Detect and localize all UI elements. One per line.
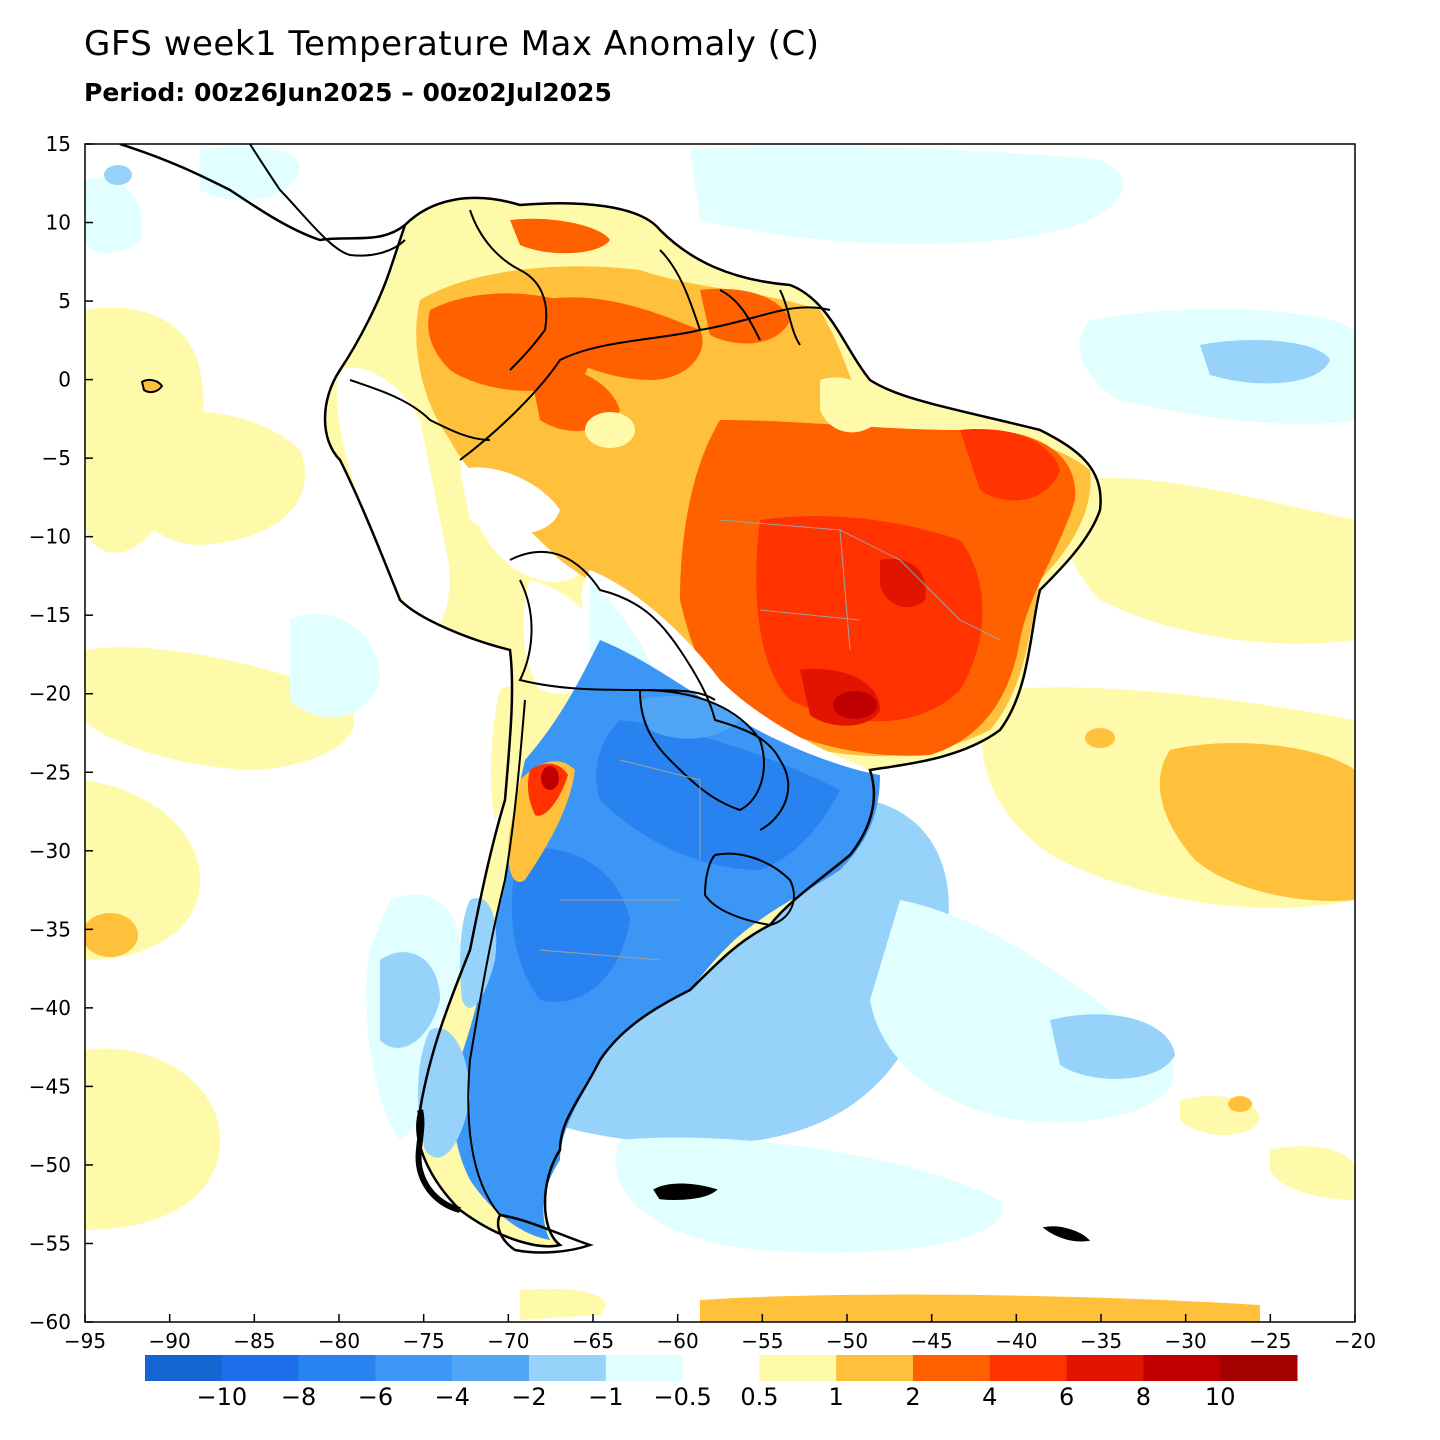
- x-tick-label: −50: [826, 1329, 868, 1353]
- y-tick-label: −30: [29, 839, 71, 863]
- colorbar-label: 2: [905, 1383, 920, 1411]
- x-tick-label: −80: [318, 1329, 360, 1353]
- plot-frame: [84, 143, 1356, 1323]
- country-border-uruguay: [703, 852, 795, 927]
- colorbar-swatch: [682, 1355, 760, 1381]
- country-border-colombia-venezuela: [469, 209, 548, 371]
- colorbar-label: 4: [982, 1383, 997, 1411]
- colorbar-label: −2: [511, 1383, 546, 1411]
- coastline-borders: [119, 144, 1102, 1254]
- y-tick-label: 10: [46, 211, 71, 235]
- y-tick-label: −50: [29, 1153, 71, 1177]
- y-tick-label: −25: [29, 760, 71, 784]
- colorbar-label: 0.5: [740, 1383, 778, 1411]
- colorbar-label: 8: [1136, 1383, 1151, 1411]
- y-tick-label: −40: [29, 996, 71, 1020]
- x-tick-label: −25: [1249, 1329, 1291, 1353]
- y-tick-label: −10: [29, 525, 71, 549]
- colorbar-label: −8: [281, 1383, 316, 1411]
- colorbar-swatch: [913, 1355, 991, 1381]
- y-tick-label: 15: [46, 132, 71, 156]
- map-period: Period: 00z26Jun2025 – 00z02Jul2025: [84, 78, 612, 107]
- x-tick-label: −70: [487, 1329, 529, 1353]
- ocean-anomaly-field: [85, 145, 1355, 1322]
- x-tick-label: −35: [1080, 1329, 1122, 1353]
- country-border-peru-ecuador: [349, 379, 491, 441]
- colorbar-swatch: [529, 1355, 607, 1381]
- central-america-coast-south: [249, 144, 406, 257]
- colorbar-label: −1: [588, 1383, 623, 1411]
- y-tick-label: −35: [29, 917, 71, 941]
- colorbar-swatch: [1066, 1355, 1144, 1381]
- tierra-del-fuego: [496, 1213, 594, 1254]
- country-border-brazil: [459, 306, 831, 831]
- colorbar-swatch: [1220, 1355, 1298, 1381]
- colorbar-swatch: [605, 1355, 684, 1381]
- country-border-guianas: [659, 249, 801, 346]
- colorbar-swatch: [221, 1355, 300, 1381]
- x-tick-label: −85: [233, 1329, 275, 1353]
- y-tick-label: −5: [42, 446, 71, 470]
- y-tick-label: −60: [29, 1310, 71, 1334]
- colorbar-swatch: [989, 1355, 1068, 1381]
- map-title: GFS week1 Temperature Max Anomaly (C): [84, 24, 820, 64]
- x-tick-label: −75: [403, 1329, 445, 1353]
- colorbar-swatch: [145, 1355, 223, 1381]
- x-tick-label: −45: [911, 1329, 953, 1353]
- map-panel: [85, 144, 1355, 1322]
- x-tick-label: −60: [657, 1329, 699, 1353]
- chile-fjords: [415, 1109, 461, 1213]
- colorbar-swatch: [452, 1355, 530, 1381]
- colorbar: −10 −8 −6 −4 −2 −1 −0.5 0.5 1 2 4 6 8 10: [145, 1355, 1298, 1411]
- x-tick-label: −65: [572, 1329, 614, 1353]
- colorbar-label: −10: [196, 1383, 247, 1411]
- colorbar-label: −0.5: [653, 1383, 711, 1411]
- colorbar-swatch: [298, 1355, 376, 1381]
- colorbar-swatch: [375, 1355, 453, 1381]
- land-anomaly-field: [325, 197, 1101, 1247]
- country-border-argentina-chile: [467, 699, 526, 1216]
- galapagos-islands: [140, 378, 164, 394]
- y-tick-label: −15: [29, 603, 71, 627]
- continent-coastline: [323, 196, 1102, 1248]
- colorbar-label: 1: [829, 1383, 844, 1411]
- y-tick-label: −55: [29, 1231, 71, 1255]
- country-border-paraguay: [639, 689, 765, 812]
- colorbar-swatch: [759, 1355, 837, 1381]
- colorbar-swatch: [1143, 1355, 1221, 1381]
- x-tick-label: −95: [64, 1329, 106, 1353]
- x-tick-label: −90: [149, 1329, 191, 1353]
- x-tick-label: −55: [741, 1329, 783, 1353]
- y-tick-label: −45: [29, 1074, 71, 1098]
- colorbar-label: 10: [1205, 1383, 1236, 1411]
- colorbar-swatch: [836, 1355, 914, 1381]
- axis-ticks: −95 −90 −85 −80 −75 −70 −65 −60 −55 −50 −45 −40 −35−…: [29, 132, 1376, 1353]
- country-border-bolivia: [518, 579, 716, 701]
- y-tick-label: 5: [58, 289, 71, 313]
- colorbar-label: −6: [358, 1383, 393, 1411]
- x-tick-label: −20: [1334, 1329, 1376, 1353]
- state-borders: [539, 519, 1001, 961]
- falkland-islands: [653, 1183, 718, 1200]
- x-tick-label: −30: [1165, 1329, 1207, 1353]
- y-tick-label: 0: [58, 368, 71, 392]
- central-america-coast: [119, 144, 406, 242]
- south-georgia: [1042, 1226, 1091, 1242]
- y-tick-label: −20: [29, 682, 71, 706]
- colorbar-label: −4: [435, 1383, 470, 1411]
- colorbar-label: 6: [1059, 1383, 1074, 1411]
- x-tick-label: −40: [995, 1329, 1037, 1353]
